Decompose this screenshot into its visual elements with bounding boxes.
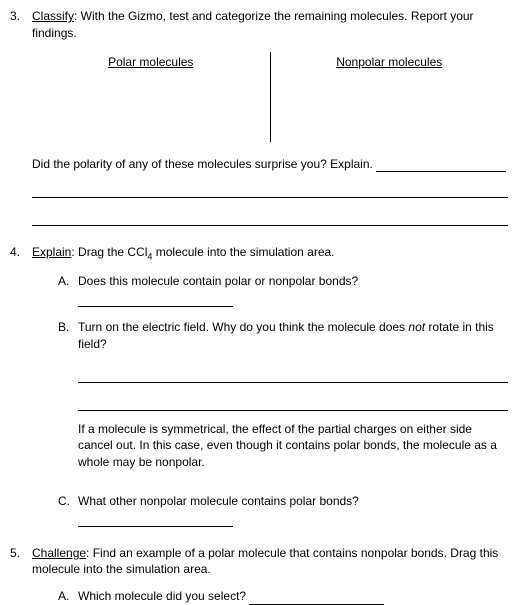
q4a-letter: A. bbox=[58, 273, 78, 307]
q4-text-pre: : Drag the CCl bbox=[71, 245, 147, 259]
q4-text-post: molecule into the simulation area. bbox=[152, 245, 334, 259]
q5-item-a: A. Which molecule did you select? bbox=[58, 588, 508, 605]
q5-header: 5. Challenge: Find an example of a polar… bbox=[10, 545, 508, 579]
q5a-content: Which molecule did you select? bbox=[78, 588, 508, 605]
q3-columns: Polar molecules Nonpolar molecules bbox=[32, 52, 508, 142]
q3-number: 3. bbox=[10, 8, 32, 42]
blank-line bbox=[32, 208, 508, 226]
q5a-text: Which molecule did you select? bbox=[78, 589, 249, 603]
q4a-content: Does this molecule contain polar or nonp… bbox=[78, 273, 508, 307]
q5-text: : Find an example of a polar molecule th… bbox=[32, 546, 498, 577]
q3-text: : With the Gizmo, test and categorize th… bbox=[32, 9, 474, 40]
q4-item-a: A. Does this molecule contain polar or n… bbox=[58, 273, 508, 307]
q5-verb: Challenge bbox=[32, 546, 86, 560]
q4-number: 4. bbox=[10, 244, 32, 263]
q3-followup: Did the polarity of any of these molecul… bbox=[32, 156, 508, 173]
nonpolar-header: Nonpolar molecules bbox=[336, 55, 442, 69]
q4c-content: What other nonpolar molecule contains po… bbox=[78, 493, 508, 527]
q3-followup-text: Did the polarity of any of these molecul… bbox=[32, 157, 376, 171]
q4-sublist: A. Does this molecule contain polar or n… bbox=[58, 273, 508, 526]
nonpolar-column: Nonpolar molecules bbox=[271, 52, 509, 142]
q3-verb: Classify bbox=[32, 9, 74, 23]
question-4: 4. Explain: Drag the CCl4 molecule into … bbox=[10, 244, 508, 526]
q5a-letter: A. bbox=[58, 588, 78, 605]
q4a-text: Does this molecule contain polar or nonp… bbox=[78, 274, 358, 288]
q4b-explanation: If a molecule is symmetrical, the effect… bbox=[78, 421, 508, 471]
q4b-question: Turn on the electric field. Why do you t… bbox=[78, 319, 508, 353]
blank-line bbox=[32, 180, 508, 198]
blank-line bbox=[78, 365, 508, 383]
question-5: 5. Challenge: Find an example of a polar… bbox=[10, 545, 508, 605]
q4-verb: Explain bbox=[32, 245, 71, 259]
q3-header: 3. Classify: With the Gizmo, test and ca… bbox=[10, 8, 508, 42]
q5-prompt: Challenge: Find an example of a polar mo… bbox=[32, 545, 508, 579]
q4b-content: Turn on the electric field. Why do you t… bbox=[78, 319, 508, 481]
q4c-text: What other nonpolar molecule contains po… bbox=[78, 494, 359, 508]
q3-prompt: Classify: With the Gizmo, test and categ… bbox=[32, 8, 508, 42]
q4b-italic: not bbox=[408, 320, 425, 334]
q4-header: 4. Explain: Drag the CCl4 molecule into … bbox=[10, 244, 508, 263]
q4-item-b: B. Turn on the electric field. Why do yo… bbox=[58, 319, 508, 481]
polar-header: Polar molecules bbox=[108, 55, 193, 69]
q4b-letter: B. bbox=[58, 319, 78, 481]
q4c-letter: C. bbox=[58, 493, 78, 527]
q4-prompt: Explain: Drag the CCl4 molecule into the… bbox=[32, 244, 508, 263]
question-3: 3. Classify: With the Gizmo, test and ca… bbox=[10, 8, 508, 226]
blank-line bbox=[249, 593, 384, 605]
blank-line bbox=[78, 393, 508, 411]
blank-line bbox=[78, 295, 233, 307]
polar-column: Polar molecules bbox=[32, 52, 271, 142]
blank-line bbox=[376, 160, 506, 172]
q4-item-c: C. What other nonpolar molecule contains… bbox=[58, 493, 508, 527]
q5-sublist: A. Which molecule did you select? bbox=[58, 588, 508, 605]
q4b-pre: Turn on the electric field. Why do you t… bbox=[78, 320, 408, 334]
q5-number: 5. bbox=[10, 545, 32, 579]
blank-line bbox=[78, 515, 233, 527]
